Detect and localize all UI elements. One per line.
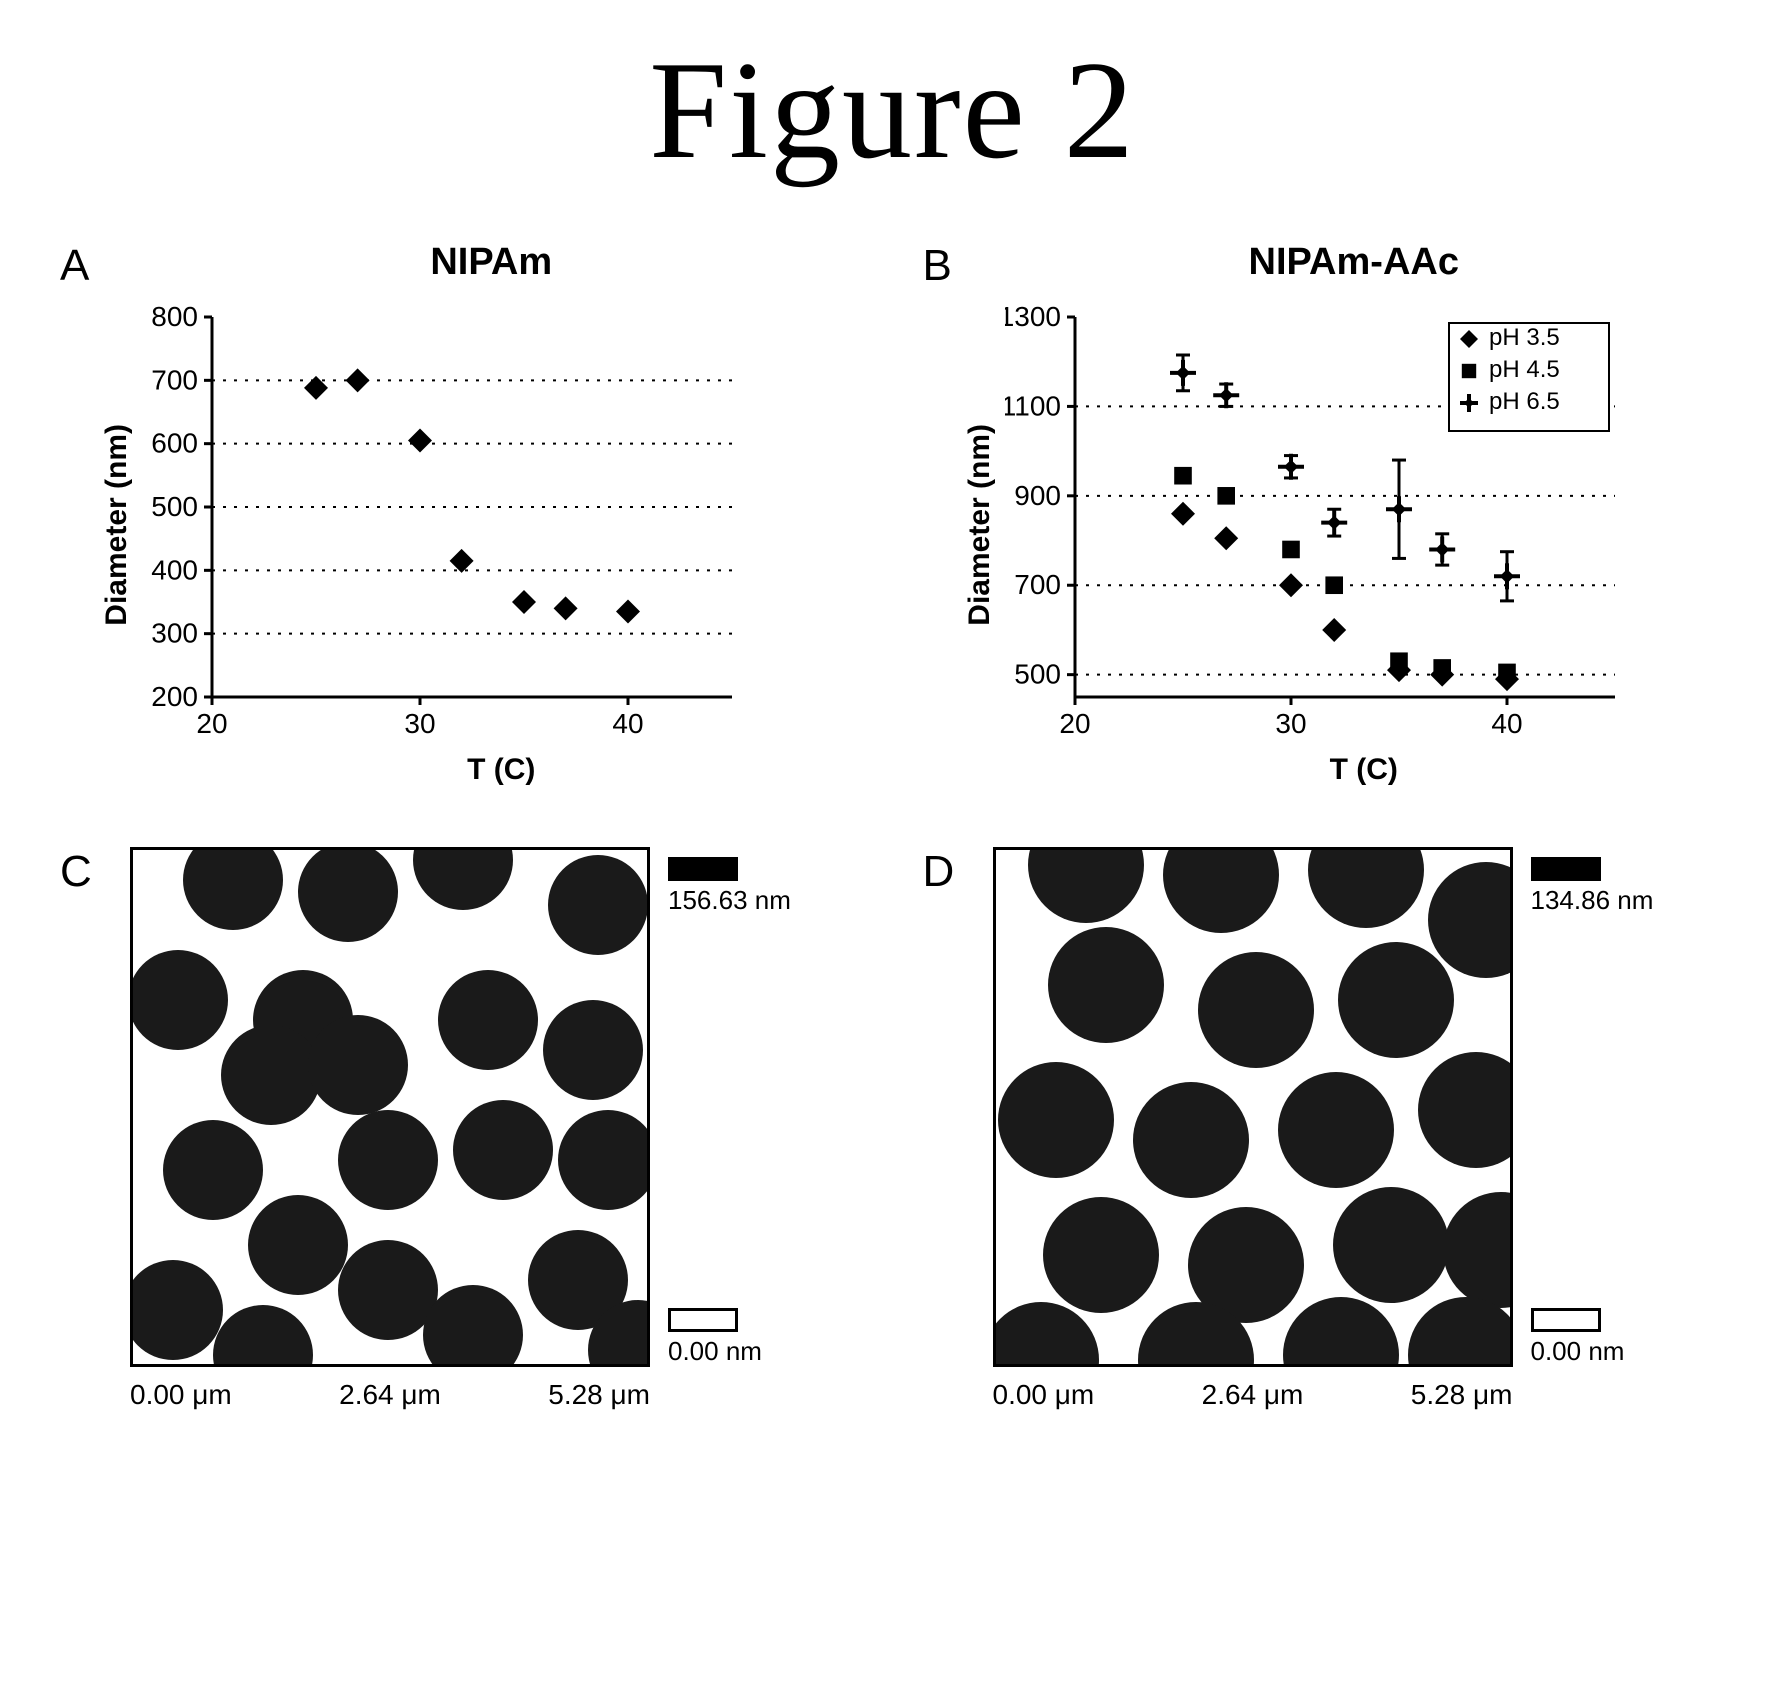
svg-text:800: 800	[151, 302, 198, 332]
svg-text:40: 40	[1491, 708, 1522, 739]
panel-d-height-scale: 134.86 nm 0.00 nm	[1531, 847, 1654, 1367]
panel-b-letter: B	[923, 241, 952, 291]
scale-max-label: 134.86 nm	[1531, 885, 1654, 916]
svg-text:500: 500	[151, 491, 198, 522]
svg-text:pH 4.5: pH 4.5	[1489, 356, 1560, 383]
panel-c-xscale: 0.00 μm 2.64 μm 5.28 μm	[130, 1379, 650, 1411]
panel-d-letter: D	[923, 847, 955, 897]
panel-a-letter: A	[60, 241, 89, 291]
panel-b: B NIPAm-AAc Diameter (nm) 500 700 900 1100 1…	[923, 241, 1726, 787]
xscale-0: 0.00 μm	[993, 1379, 1095, 1411]
scale-max-label: 156.63 nm	[668, 885, 791, 916]
panel-c-afm	[130, 847, 650, 1367]
svg-text:300: 300	[151, 618, 198, 649]
svg-text:pH 3.5: pH 3.5	[1489, 324, 1560, 351]
svg-text:700: 700	[1014, 569, 1061, 600]
panel-d: D 134.86 nm 0.00 nm 0.00 μm 2.64 μm 5.28…	[923, 847, 1726, 1411]
panel-b-title: NIPAm-AAc	[983, 241, 1726, 284]
svg-text:600: 600	[151, 428, 198, 459]
scale-max-swatch	[668, 857, 738, 881]
panel-d-xscale: 0.00 μm 2.64 μm 5.28 μm	[993, 1379, 1513, 1411]
svg-text:pH 6.5: pH 6.5	[1489, 388, 1560, 415]
panel-c: C 156.63 nm 0.00 nm 0.00 μm 2.64 μm 5.28…	[60, 847, 863, 1411]
svg-text:500: 500	[1014, 659, 1061, 690]
xscale-2: 5.28 μm	[548, 1379, 650, 1411]
panel-b-chart: 500 700 900 1100 1300 20 30 40 pH 3.5 pH 4.5 pH 6.…	[1005, 302, 1635, 747]
panel-a-title: NIPAm	[120, 241, 863, 284]
scale-min-label: 0.00 nm	[1531, 1336, 1654, 1367]
svg-text:700: 700	[151, 364, 198, 395]
panel-a-chart: 200 300 400 500 600 700 800 20 30 40	[142, 302, 752, 747]
panel-d-afm	[993, 847, 1513, 1367]
svg-text:400: 400	[151, 554, 198, 585]
panel-c-height-scale: 156.63 nm 0.00 nm	[668, 847, 791, 1367]
panel-grid: A NIPAm Diameter (nm) 200 300 400 500 600 700…	[60, 241, 1725, 1411]
panel-a-xlabel: T (C)	[140, 753, 863, 787]
svg-text:1300: 1300	[1005, 302, 1061, 332]
panel-b-ylabel: Diameter (nm)	[963, 424, 997, 626]
svg-text:900: 900	[1014, 480, 1061, 511]
svg-text:200: 200	[151, 681, 198, 712]
svg-text:20: 20	[196, 708, 227, 739]
svg-text:30: 30	[1275, 708, 1306, 739]
xscale-1: 2.64 μm	[339, 1379, 441, 1411]
panel-a: A NIPAm Diameter (nm) 200 300 400 500 600 700…	[60, 241, 863, 787]
scale-max-swatch	[1531, 857, 1601, 881]
scale-min-swatch	[668, 1308, 738, 1332]
panel-c-letter: C	[60, 847, 92, 897]
scale-min-label: 0.00 nm	[668, 1336, 791, 1367]
scale-min-swatch	[1531, 1308, 1601, 1332]
svg-text:40: 40	[612, 708, 643, 739]
xscale-1: 2.64 μm	[1202, 1379, 1304, 1411]
xscale-2: 5.28 μm	[1411, 1379, 1513, 1411]
panel-b-xlabel: T (C)	[1003, 753, 1726, 787]
figure-title: Figure 2	[60, 30, 1725, 191]
svg-text:30: 30	[404, 708, 435, 739]
svg-text:20: 20	[1059, 708, 1090, 739]
xscale-0: 0.00 μm	[130, 1379, 232, 1411]
svg-text:1100: 1100	[1005, 390, 1061, 421]
panel-a-ylabel: Diameter (nm)	[100, 424, 134, 626]
